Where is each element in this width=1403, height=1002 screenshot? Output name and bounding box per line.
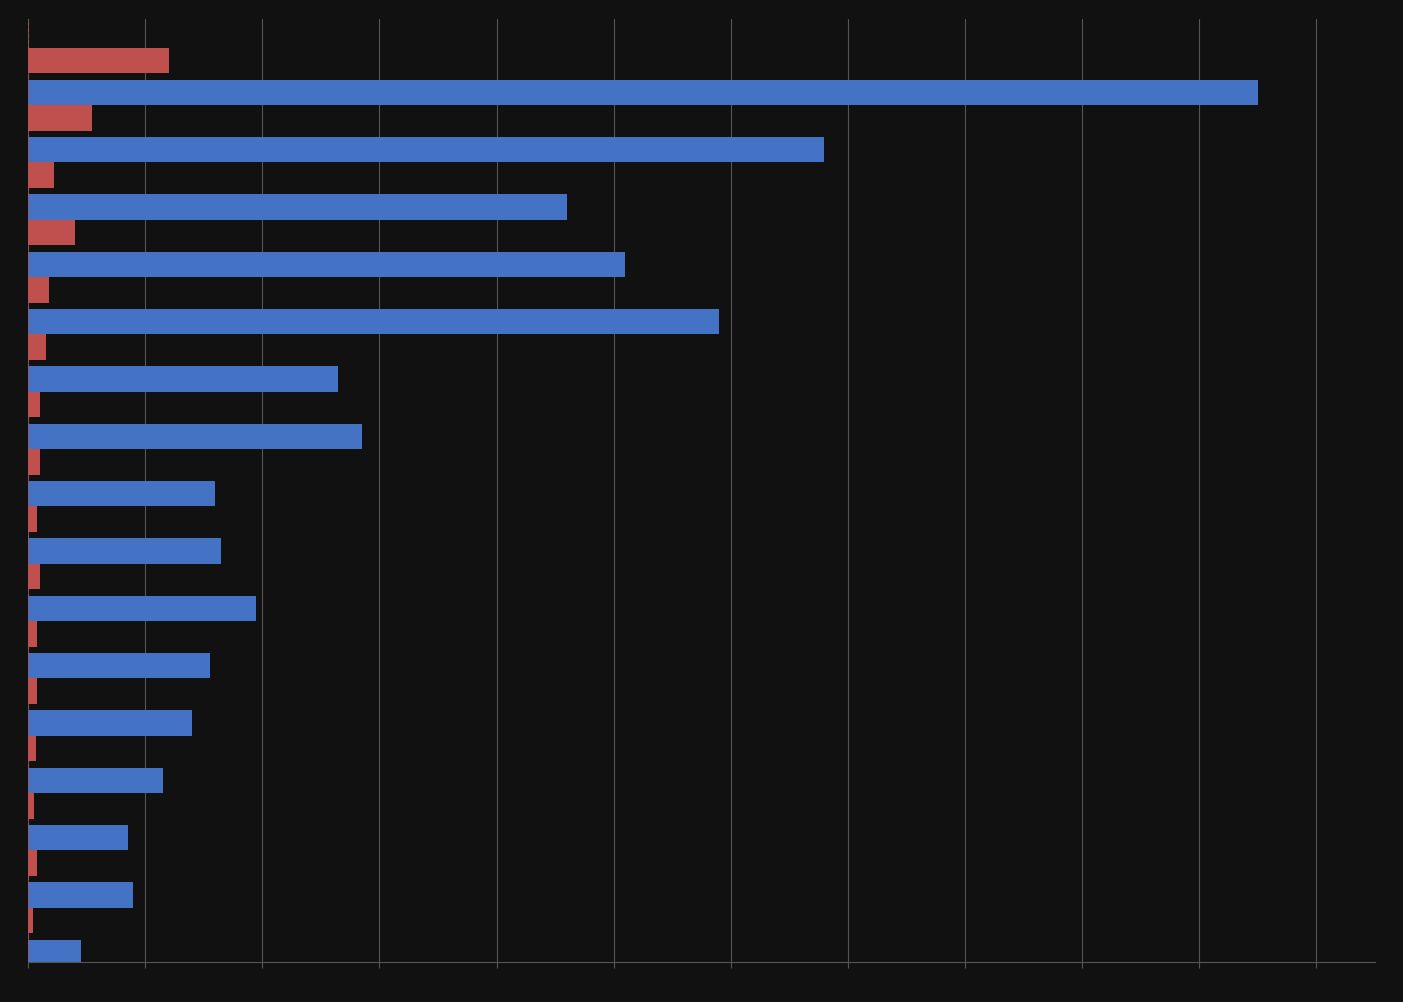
Bar bbox=[28, 768, 163, 794]
Bar bbox=[28, 220, 74, 245]
Bar bbox=[28, 393, 39, 418]
Bar bbox=[28, 678, 38, 704]
Bar bbox=[28, 539, 222, 564]
Bar bbox=[28, 710, 192, 736]
Bar bbox=[28, 825, 128, 851]
Bar bbox=[28, 106, 93, 131]
Bar bbox=[28, 424, 362, 450]
Bar bbox=[28, 908, 32, 933]
Bar bbox=[28, 851, 38, 876]
Bar bbox=[28, 80, 1258, 106]
Bar bbox=[28, 450, 39, 475]
Bar bbox=[28, 596, 257, 621]
Bar bbox=[28, 653, 209, 678]
Bar bbox=[28, 481, 216, 507]
Bar bbox=[28, 49, 168, 74]
Bar bbox=[28, 736, 36, 762]
Bar bbox=[28, 137, 825, 163]
Bar bbox=[28, 278, 49, 304]
Bar bbox=[28, 883, 133, 908]
Bar bbox=[28, 621, 38, 647]
Bar bbox=[28, 253, 626, 278]
Bar bbox=[28, 335, 46, 361]
Bar bbox=[28, 564, 39, 589]
Bar bbox=[28, 310, 720, 335]
Bar bbox=[28, 940, 81, 965]
Bar bbox=[28, 507, 38, 532]
Bar bbox=[28, 794, 34, 819]
Bar bbox=[28, 367, 338, 393]
Bar bbox=[28, 195, 567, 220]
Bar bbox=[28, 163, 53, 188]
